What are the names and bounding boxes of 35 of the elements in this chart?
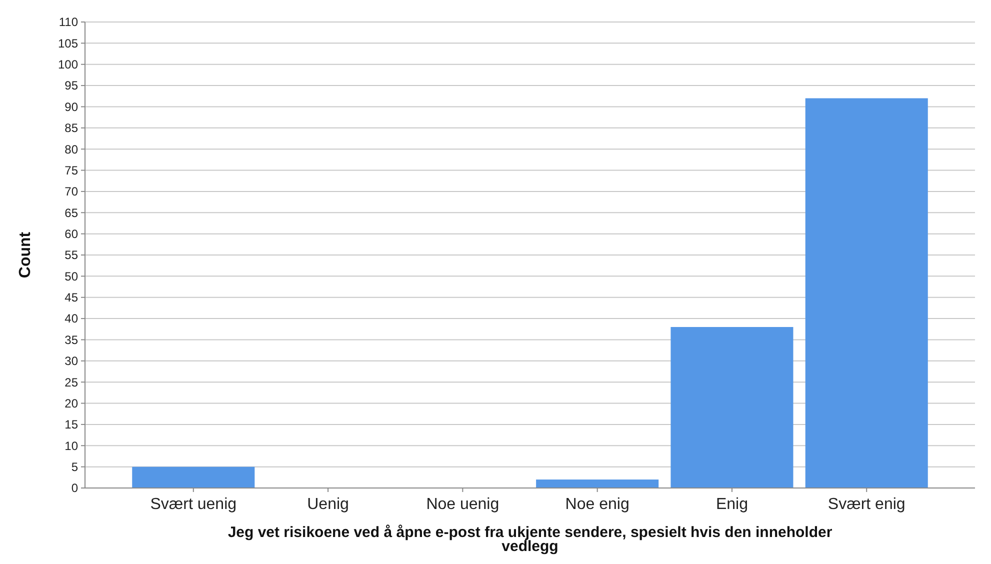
y-tick-label: 25 — [64, 375, 78, 390]
y-tick-label: 55 — [64, 248, 78, 262]
y-tick-label: 35 — [64, 332, 78, 347]
y-tick-label: 70 — [64, 184, 78, 199]
x-tick-label: Svært enig — [828, 496, 906, 513]
y-axis-title: Count — [17, 231, 34, 278]
y-tick-label: 10 — [64, 438, 78, 453]
y-tick-label: 45 — [64, 290, 78, 305]
y-tick-label: 40 — [64, 312, 78, 326]
y-tick-label: 100 — [58, 58, 78, 72]
x-tick-label: Uenig — [307, 496, 349, 513]
x-tick-label: Noe enig — [565, 496, 630, 513]
bar — [805, 98, 928, 488]
x-tick-label: Enig — [716, 496, 748, 513]
bar — [670, 327, 794, 488]
y-tick-label: 80 — [64, 142, 78, 156]
y-tick-label: 65 — [64, 206, 78, 220]
y-tick-label: 75 — [64, 163, 78, 178]
y-tick-label: 95 — [64, 78, 78, 93]
bar — [132, 466, 255, 488]
y-tick-label: 90 — [64, 100, 78, 114]
y-tick-label: 50 — [64, 269, 78, 284]
y-tick-label: 85 — [64, 121, 78, 136]
y-tick-label: 60 — [64, 227, 78, 242]
y-tick-label: 15 — [64, 418, 78, 432]
bar — [536, 480, 659, 488]
y-tick-label: 5 — [71, 460, 78, 474]
y-tick-label: 105 — [58, 36, 78, 50]
y-tick-label: 20 — [64, 396, 78, 410]
x-tick-label: Svært uenig — [150, 496, 237, 513]
y-tick-label: 0 — [71, 481, 78, 496]
x-tick-label: Noe uenig — [426, 496, 500, 513]
y-tick-label: 110 — [58, 15, 78, 30]
x-axis-title: Jeg vet risikoene ved å åpne e-post fra ukjente sendere, spesielt hvis den inneholder vedlegg — [228, 524, 832, 555]
y-tick-label: 30 — [64, 354, 78, 368]
